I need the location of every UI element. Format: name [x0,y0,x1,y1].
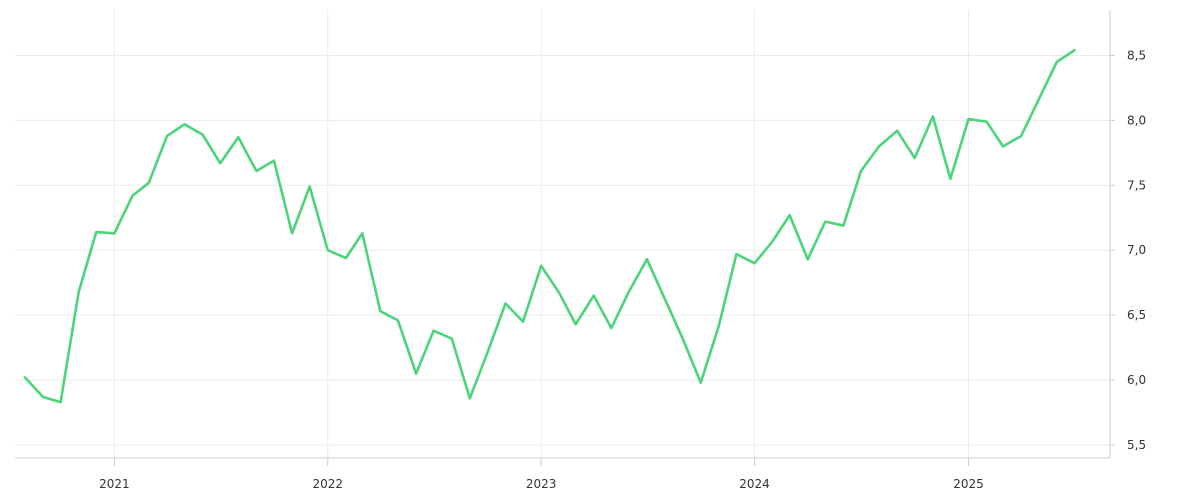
y-tick-label: 8,0 [1127,113,1146,127]
x-tick-label: 2024 [739,477,770,491]
x-tick-label: 2022 [313,477,344,491]
y-tick-label: 7,0 [1127,243,1146,257]
y-tick-label: 6,5 [1127,308,1146,322]
y-tick-label: 8,5 [1127,48,1146,62]
x-gridlines [113,10,970,458]
x-tick-label: 2025 [953,477,984,491]
x-tick-label: 2023 [526,477,557,491]
x-tick-label: 2021 [99,477,130,491]
y-tick-label: 7,5 [1127,178,1146,192]
y-gridlines [15,54,1110,446]
y-tick-label: 6,0 [1127,373,1146,387]
series-line [23,48,1076,404]
y-axis-ticks: 5,5 6,0 6,5 7,0 7,5 8,0 8,5 [1110,48,1146,452]
x-axis-ticks: 2021 2022 2023 2024 2025 [99,458,984,491]
y-tick-label: 5,5 [1127,438,1146,452]
